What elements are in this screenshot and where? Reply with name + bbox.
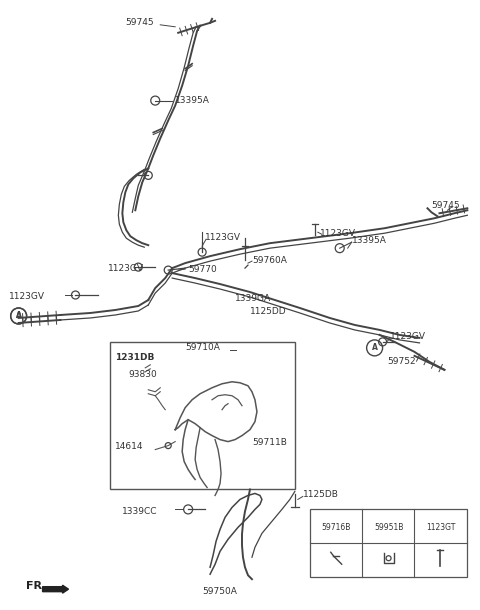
- Text: A: A: [16, 312, 22, 320]
- Text: 59745: 59745: [125, 18, 154, 27]
- Bar: [110, 342, 295, 489]
- Text: A: A: [16, 312, 22, 320]
- Text: 1123GV: 1123GV: [9, 292, 45, 301]
- Bar: [310, 509, 468, 577]
- Text: 1339GA: 1339GA: [235, 293, 271, 303]
- FancyArrow shape: [43, 585, 69, 593]
- Text: 59710A: 59710A: [185, 343, 220, 353]
- Text: 1123GV: 1123GV: [320, 229, 356, 238]
- Text: 14614: 14614: [115, 442, 144, 451]
- Text: 13395A: 13395A: [175, 96, 210, 105]
- Text: 1123GV: 1123GV: [390, 332, 426, 342]
- Text: 1339CC: 1339CC: [122, 507, 158, 516]
- Text: 1123GT: 1123GT: [426, 523, 456, 532]
- Text: FR.: FR.: [25, 581, 46, 591]
- Text: 59760A: 59760A: [252, 256, 287, 265]
- Text: 1123GV: 1123GV: [205, 232, 241, 242]
- Text: A: A: [372, 343, 378, 353]
- Text: 1231DB: 1231DB: [115, 353, 155, 362]
- Text: 59745: 59745: [432, 201, 460, 210]
- Text: 59752: 59752: [387, 357, 416, 367]
- Text: 1125DD: 1125DD: [250, 307, 287, 317]
- Text: 59951B: 59951B: [374, 523, 403, 532]
- Text: 1125DB: 1125DB: [303, 490, 339, 499]
- Text: 59770: 59770: [188, 265, 217, 274]
- Text: 13395A: 13395A: [352, 235, 386, 245]
- Text: 59711B: 59711B: [252, 438, 287, 447]
- Text: 59750A: 59750A: [203, 587, 238, 596]
- Text: 93830: 93830: [128, 370, 157, 379]
- Text: 1123GV: 1123GV: [108, 264, 144, 273]
- Text: 59716B: 59716B: [322, 523, 351, 532]
